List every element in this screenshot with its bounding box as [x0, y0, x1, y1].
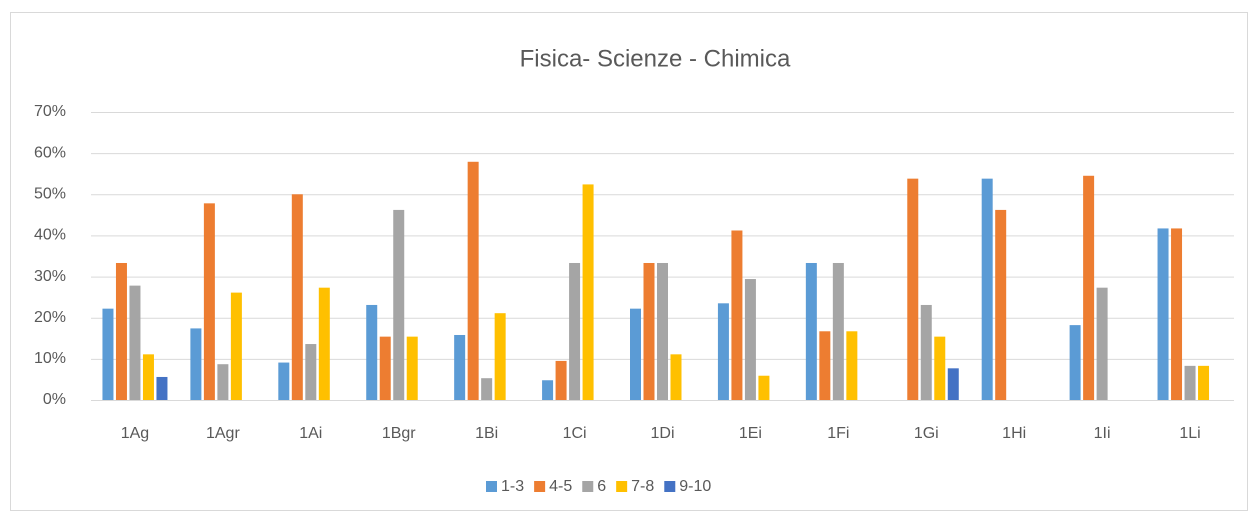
bar [318, 287, 330, 400]
bar [744, 279, 756, 400]
bar [947, 368, 959, 400]
legend-label: 7-8 [631, 478, 654, 495]
bar [305, 344, 317, 400]
bar [555, 360, 567, 400]
bar [115, 262, 127, 400]
bar [717, 303, 729, 400]
bar [569, 262, 581, 400]
y-tick-label: 10% [34, 350, 66, 367]
bar [291, 194, 303, 400]
legend-label: 1-3 [501, 478, 524, 495]
bar [102, 308, 114, 400]
legend-swatch [534, 481, 546, 492]
bar [406, 336, 418, 400]
x-tick-label: 1Di [650, 425, 674, 442]
x-tick-label: 1Bi [475, 425, 498, 442]
bar [670, 354, 682, 400]
x-tick-label: 1Ag [121, 425, 149, 442]
bar [758, 375, 770, 400]
bar [1083, 175, 1095, 400]
bar [981, 178, 993, 400]
bar [217, 364, 229, 400]
bar [190, 328, 202, 400]
bar [542, 380, 554, 400]
x-tick-label: 1Gi [914, 425, 939, 442]
x-tick-label: 1Ai [299, 425, 322, 442]
y-tick-label: 30% [34, 268, 66, 285]
bar [203, 203, 215, 400]
x-tick-label: 1Bgr [382, 425, 416, 442]
bar [832, 262, 844, 400]
bar [643, 262, 655, 400]
bar [379, 336, 391, 400]
legend-label: 9-10 [679, 478, 711, 495]
bar [467, 161, 479, 400]
chart-border [10, 12, 1248, 511]
bar [657, 262, 668, 400]
bar [454, 334, 466, 400]
bar [995, 209, 1007, 400]
bar [1096, 287, 1108, 400]
x-tick-label: 1Li [1179, 425, 1200, 442]
legend-swatch [582, 481, 594, 492]
y-tick-label: 40% [34, 227, 66, 244]
x-tick-label: 1Ci [563, 425, 587, 442]
bar [1171, 228, 1183, 400]
bar [278, 362, 290, 400]
y-tick-label: 0% [43, 391, 66, 408]
bar [1157, 228, 1169, 400]
x-tick-label: 1Agr [206, 425, 240, 442]
x-tick-label: 1Ii [1094, 425, 1111, 442]
bar [156, 376, 168, 400]
bar [934, 336, 946, 400]
bar [582, 184, 594, 400]
bar [481, 378, 493, 400]
bar [142, 354, 154, 400]
bar [1184, 365, 1196, 400]
y-tick-label: 60% [34, 144, 66, 161]
bar [630, 308, 641, 400]
legend-label: 6 [597, 478, 606, 495]
bar [819, 331, 831, 400]
x-tick-label: 1Fi [827, 425, 849, 442]
x-tick-label: 1Ei [739, 425, 762, 442]
x-tick-label: 1Hi [1002, 425, 1026, 442]
bar [393, 209, 405, 400]
legend-swatch [664, 481, 676, 492]
y-tick-label: 20% [34, 309, 66, 326]
chart-title: Fisica- Scienze - Chimica [520, 45, 791, 72]
legend-swatch [486, 481, 497, 492]
bar [805, 262, 817, 400]
bar [494, 313, 506, 400]
y-tick-label: 50% [34, 186, 66, 203]
bar [1069, 325, 1081, 400]
bar [129, 285, 141, 400]
legend-label: 4-5 [549, 478, 572, 495]
bar [731, 230, 743, 400]
bar [846, 331, 858, 400]
bar [230, 292, 242, 400]
bar [366, 304, 378, 400]
legend-swatch [616, 481, 628, 492]
bar [907, 178, 919, 400]
y-tick-label: 70% [34, 103, 66, 120]
bar [1198, 365, 1210, 400]
bar [920, 304, 932, 400]
